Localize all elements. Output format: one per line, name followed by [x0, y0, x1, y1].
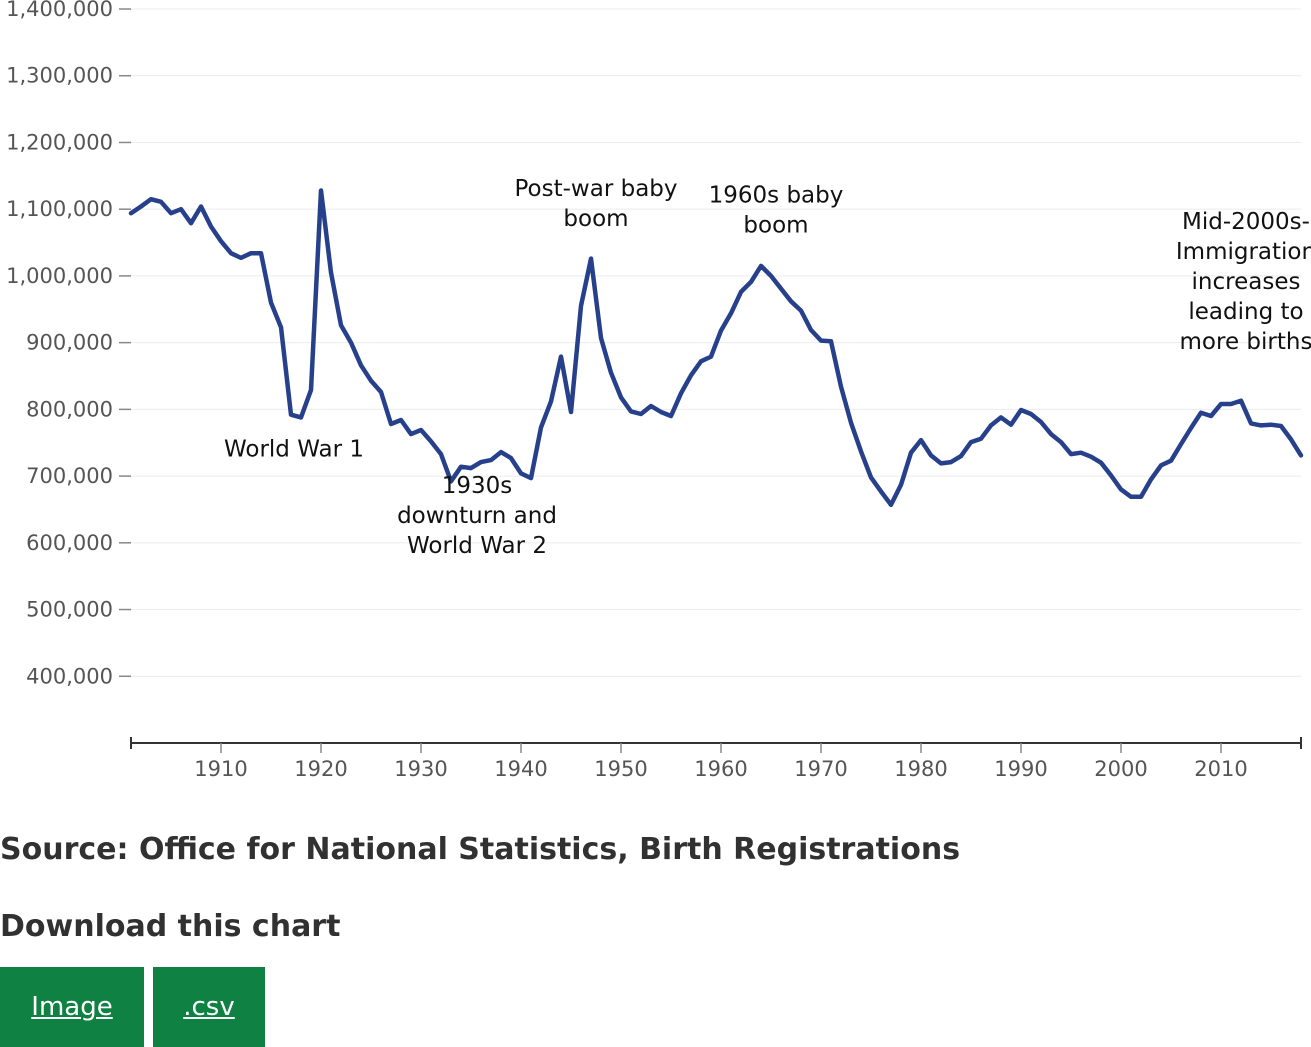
x-axis: 1910 1920 1930 1940 1950 1960 1970 1980 1990 2000… — [130, 737, 1302, 781]
y-axis: 400,000 500,000 600,000 700,000 800,000 900,0… — [6, 0, 131, 688]
x-tick-label: 1980 — [894, 757, 947, 781]
x-tick-label: 1970 — [794, 757, 847, 781]
y-tick-label: 1,400,000 — [6, 0, 113, 21]
x-tick-label: 1990 — [994, 757, 1047, 781]
y-tick-label: 600,000 — [26, 531, 113, 555]
series-group — [128, 188, 1304, 508]
y-tick-label: 800,000 — [26, 397, 113, 421]
series-line — [128, 188, 1304, 508]
x-tick-label: 1960 — [694, 757, 747, 781]
births-line-chart: 400,000 500,000 600,000 700,000 800,000 900,0… — [6, 0, 1311, 781]
x-tick-label: 1920 — [294, 757, 347, 781]
annotation-label: 1930s downturn and World War 2 — [397, 473, 557, 559]
x-tick-label: 2000 — [1094, 757, 1147, 781]
x-tick-label: 1910 — [194, 757, 247, 781]
y-tick-label: 700,000 — [26, 464, 113, 488]
annotations: World War 1 1930s downturn and World War 2 P… — [224, 176, 1311, 559]
y-tick-label: 1,000,000 — [6, 264, 113, 288]
y-tick-label: 900,000 — [26, 331, 113, 355]
x-tick-label: 1930 — [394, 757, 447, 781]
annotation-label: World War 1 — [224, 437, 364, 463]
source-note: Source: Office for National Statistics, … — [0, 832, 961, 867]
download-heading: Download this chart — [0, 909, 341, 944]
y-tick-label: 1,300,000 — [6, 64, 113, 88]
x-tick-label: 1950 — [594, 757, 647, 781]
y-tick-label: 1,200,000 — [6, 130, 113, 154]
y-tick-label: 500,000 — [26, 598, 113, 622]
download-image-button[interactable]: Image — [0, 967, 144, 1047]
x-tick-label: 2010 — [1194, 757, 1247, 781]
y-tick-label: 400,000 — [26, 664, 113, 688]
download-csv-button[interactable]: .csv — [153, 967, 265, 1047]
annotation-label: Mid-2000s-Immigration increases leading to… — [1176, 209, 1311, 355]
y-tick-label: 1,100,000 — [6, 197, 113, 221]
x-tick-label: 1940 — [494, 757, 547, 781]
annotation-label: 1960s baby boom — [709, 183, 844, 239]
annotation-label: Post-war baby boom — [515, 176, 678, 232]
